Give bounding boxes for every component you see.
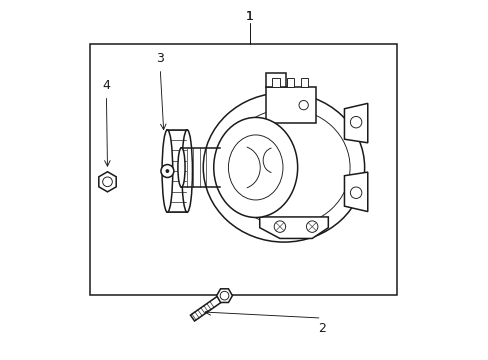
Text: 1: 1 (245, 10, 253, 23)
Text: 1: 1 (245, 10, 253, 23)
Polygon shape (344, 172, 367, 212)
Ellipse shape (203, 93, 364, 242)
Circle shape (274, 221, 285, 232)
Ellipse shape (224, 109, 349, 226)
Bar (300, 78, 307, 87)
Ellipse shape (213, 117, 297, 217)
Circle shape (298, 100, 308, 110)
Text: 3: 3 (156, 52, 164, 65)
Bar (286, 78, 293, 87)
Polygon shape (259, 217, 327, 238)
Polygon shape (344, 103, 367, 143)
Text: 4: 4 (102, 79, 110, 92)
Bar (90, 44, 396, 295)
Ellipse shape (182, 130, 192, 212)
Polygon shape (190, 296, 222, 321)
Circle shape (350, 116, 361, 128)
Bar (272, 78, 279, 87)
Ellipse shape (228, 135, 283, 200)
Bar (265, 87, 316, 123)
Circle shape (165, 170, 168, 172)
Text: 2: 2 (317, 321, 325, 335)
Polygon shape (216, 289, 232, 302)
Circle shape (161, 165, 174, 177)
Circle shape (350, 187, 361, 198)
Polygon shape (99, 172, 116, 192)
Ellipse shape (162, 130, 172, 212)
Circle shape (306, 221, 317, 232)
Ellipse shape (178, 148, 184, 187)
Polygon shape (265, 73, 285, 87)
